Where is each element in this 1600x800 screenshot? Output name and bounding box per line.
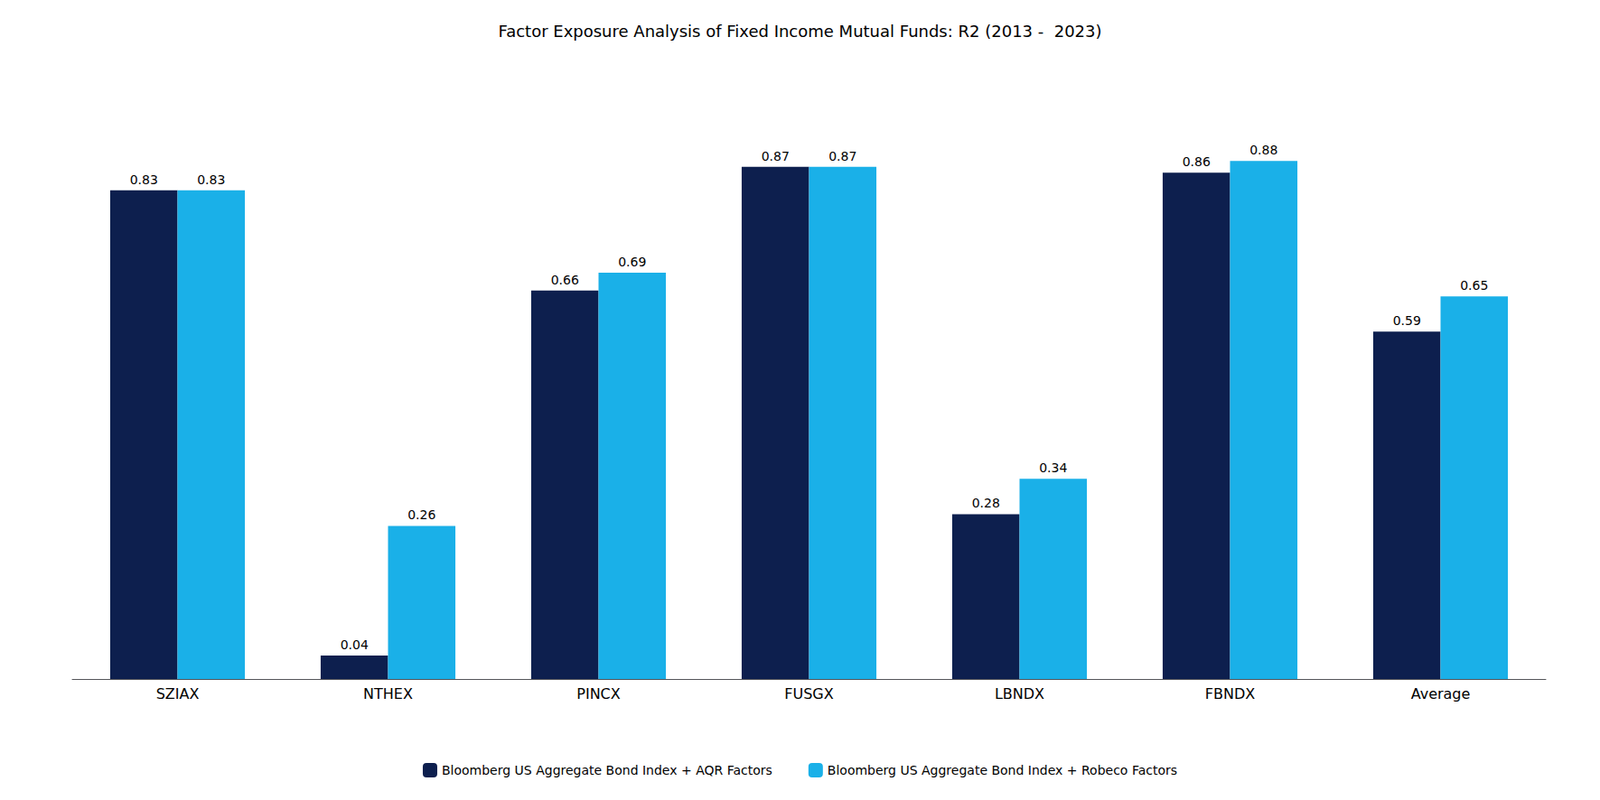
svg-text:0.65: 0.65 bbox=[1459, 278, 1488, 293]
svg-text:0.88: 0.88 bbox=[1249, 142, 1278, 158]
svg-text:Average: Average bbox=[1411, 685, 1471, 703]
svg-text:0.87: 0.87 bbox=[761, 149, 790, 164]
svg-text:FBNDX: FBNDX bbox=[1205, 685, 1255, 703]
svg-text:0.26: 0.26 bbox=[407, 507, 436, 523]
svg-text:FUSGX: FUSGX bbox=[784, 685, 833, 703]
svg-text:0.66: 0.66 bbox=[551, 272, 580, 288]
svg-text:0.87: 0.87 bbox=[828, 149, 857, 164]
svg-text:0.83: 0.83 bbox=[196, 172, 225, 188]
svg-text:0.83: 0.83 bbox=[130, 172, 159, 188]
svg-text:LBNDX: LBNDX bbox=[994, 685, 1045, 703]
svg-text:0.34: 0.34 bbox=[1038, 460, 1067, 476]
svg-text:0.59: 0.59 bbox=[1393, 313, 1422, 328]
svg-text:0.86: 0.86 bbox=[1182, 154, 1211, 169]
svg-text:0.28: 0.28 bbox=[972, 495, 1001, 511]
svg-text:Bloomberg US Aggregate Bond In: Bloomberg US Aggregate Bond Index + AQR … bbox=[441, 763, 773, 778]
svg-text:0.04: 0.04 bbox=[340, 637, 369, 653]
svg-text:SZIAX: SZIAX bbox=[156, 685, 200, 703]
svg-text:NTHEX: NTHEX bbox=[363, 685, 413, 703]
svg-text:Factor Exposure Analysis of Fi: Factor Exposure Analysis of Fixed Income… bbox=[497, 21, 1102, 41]
svg-text:PINCX: PINCX bbox=[576, 685, 621, 703]
svg-text:Bloomberg US Aggregate Bond In: Bloomberg US Aggregate Bond Index + Robe… bbox=[827, 763, 1178, 778]
svg-text:0.69: 0.69 bbox=[617, 254, 646, 270]
